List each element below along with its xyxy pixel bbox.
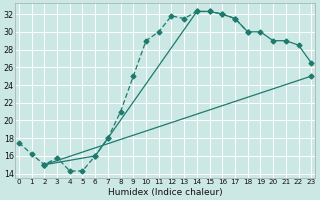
X-axis label: Humidex (Indice chaleur): Humidex (Indice chaleur) (108, 188, 222, 197)
